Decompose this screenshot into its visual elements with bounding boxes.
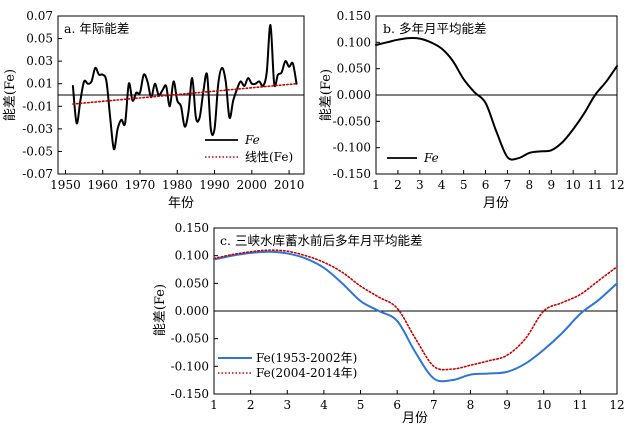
panel-a-x-tick-label: 1960 [87,178,118,192]
panel-a-title: a. 年际能差 [64,21,129,36]
panel-a-x-tick-label: 1980 [162,178,193,192]
panel-a-series-1 [72,82,298,105]
panel-c-y-tick-label: -0.050 [171,332,209,346]
panel-b-x-tick-label: 4 [438,178,446,192]
panel-c-series-0 [213,250,618,383]
panel-c-title: c. 三峡水库蓄水前后多年月平均能差 [220,233,422,248]
panel-c-ticks: 1 2 3 4 5 6 7 8 9 10 11 120.1500.1000.0500.000-0.05… [171,221,625,412]
panel-b-x-tick-label: 2 [394,178,402,192]
panel-b-y-tick-label: 0.050 [337,62,371,76]
panel-a-legend-trend: 线性(Fe) [245,150,293,164]
panel-b-x-tick-label: 11 [587,178,602,192]
panel-b-monthly-mean-energy-difference: 1 2 3 4 5 6 7 8 9 10 11 120.1500.1000.0500.000-0.05… [319,9,625,211]
panel-b-x-tick-label: 12 [609,178,624,192]
panel-b-x-tick-label: 3 [416,178,424,192]
panel-a-x-label: 年份 [168,196,194,211]
panel-c-before-after-three-gorges: 1 2 3 4 5 6 7 8 9 10 11 120.1500.1000.0500.000-0.05… [153,221,625,426]
panel-c-legend-pre: Fe(1953-2002年) [256,351,357,365]
panel-a-series-0 [71,24,298,151]
panel-c-x-tick-label: 2 [247,398,255,412]
panel-b-legend: Fe [387,151,439,165]
panel-b-x-tick-label: 5 [460,178,468,192]
panel-b-y-tick-label: -0.150 [333,167,371,181]
panel-b-x-tick-label: 10 [566,178,581,192]
panel-b-y-tick-label: 0.100 [337,35,371,49]
panel-c-x-tick-label: 12 [609,398,624,412]
panel-c-x-tick-label: 1 [210,398,218,412]
panel-a-x-tick-label: 1970 [125,178,156,192]
panel-a-legend-fe: Fe [244,133,260,147]
panel-c-y-tick-label: -0.100 [171,359,209,373]
panel-c-series-1 [213,249,618,371]
panel-b-series [375,37,618,161]
panel-c-x-tick-label: 10 [536,398,551,412]
panel-b-x-label: 月份 [483,196,509,211]
panel-b-x-tick-label: 9 [547,178,555,192]
panel-b-x-tick-label: 1 [372,178,380,192]
panel-c-y-tick-label: 0.150 [175,221,209,235]
panel-a-x-tick-label: 1990 [199,178,230,192]
panel-c-y-tick-label: 0.050 [175,276,209,290]
panel-a-x-tick-label: 2000 [237,178,268,192]
panel-c-x-tick-label: 7 [430,398,438,412]
panel-b-y-tick-label: 0.150 [337,9,371,23]
panel-c-x-tick-label: 3 [283,398,291,412]
panel-c-legend: Fe(1953-2002年) Fe(2004-2014年) [218,351,357,380]
panel-c-x-tick-label: 11 [573,398,588,412]
panel-b-x-tick-label: 7 [504,178,512,192]
panel-c-y-tick-label: -0.150 [171,387,209,401]
panel-b-y-label: 能差(Fe) [319,69,334,121]
panel-a-y-tick-label: 0.03 [26,54,53,68]
panel-b-x-tick-label: 6 [482,178,490,192]
panel-a-x-tick-label: 1950 [50,178,81,192]
panel-b-y-tick-label: -0.050 [333,114,371,128]
panel-a-y-label: 能差(Fe) [3,69,18,121]
panel-c-x-tick-label: 5 [357,398,365,412]
panel-b-x-tick-label: 8 [526,178,534,192]
panel-a-y-tick-label: 0.05 [26,32,53,46]
panel-a-y-tick-label: 0.07 [26,9,53,23]
panel-a-ticks: 1950 1960 1970 1980 1990 2000 2010 0.07 0.05 0.03… [22,9,304,192]
panel-a-series [71,24,298,151]
panel-a-y-tick-label: -0.05 [22,144,53,158]
panel-a-y-tick-label: -0.03 [22,122,53,136]
panel-c-x-tick-label: 9 [503,398,511,412]
panel-c-x-tick-label: 8 [467,398,475,412]
panel-b-series-0 [375,37,618,161]
panel-b-ticks: 1 2 3 4 5 6 7 8 9 10 11 120.1500.1000.0500.000-0.05… [333,9,625,192]
panel-a-annual-energy-difference: 1950 1960 1970 1980 1990 2000 2010 0.07 0.05 0.03… [3,9,305,211]
panel-a-y-tick-label: -0.07 [22,167,53,181]
panel-c-legend-post: Fe(2004-2014年) [256,366,357,380]
panel-c-y-tick-label: 0.100 [175,249,209,263]
panel-c-x-label: 月份 [402,411,428,426]
panel-c-y-label: 能差(Fe) [153,284,168,336]
panel-a-x-tick-label: 2010 [274,178,305,192]
panel-b-y-tick-label: 0.000 [337,88,371,102]
panel-b-title: b. 多年月平均能差 [383,21,486,36]
panel-c-x-tick-label: 4 [320,398,328,412]
panel-c-x-tick-label: 6 [393,398,401,412]
panel-a-y-tick-label: 0.01 [26,77,53,91]
panel-c-y-tick-label: 0.000 [175,304,209,318]
panel-b-y-tick-label: -0.100 [333,141,371,155]
panel-c-series [213,249,618,383]
panel-a-y-tick-label: -0.01 [22,99,53,113]
panel-a-legend: Fe 线性(Fe) [205,133,293,164]
panel-b-legend-fe: Fe [423,151,439,165]
